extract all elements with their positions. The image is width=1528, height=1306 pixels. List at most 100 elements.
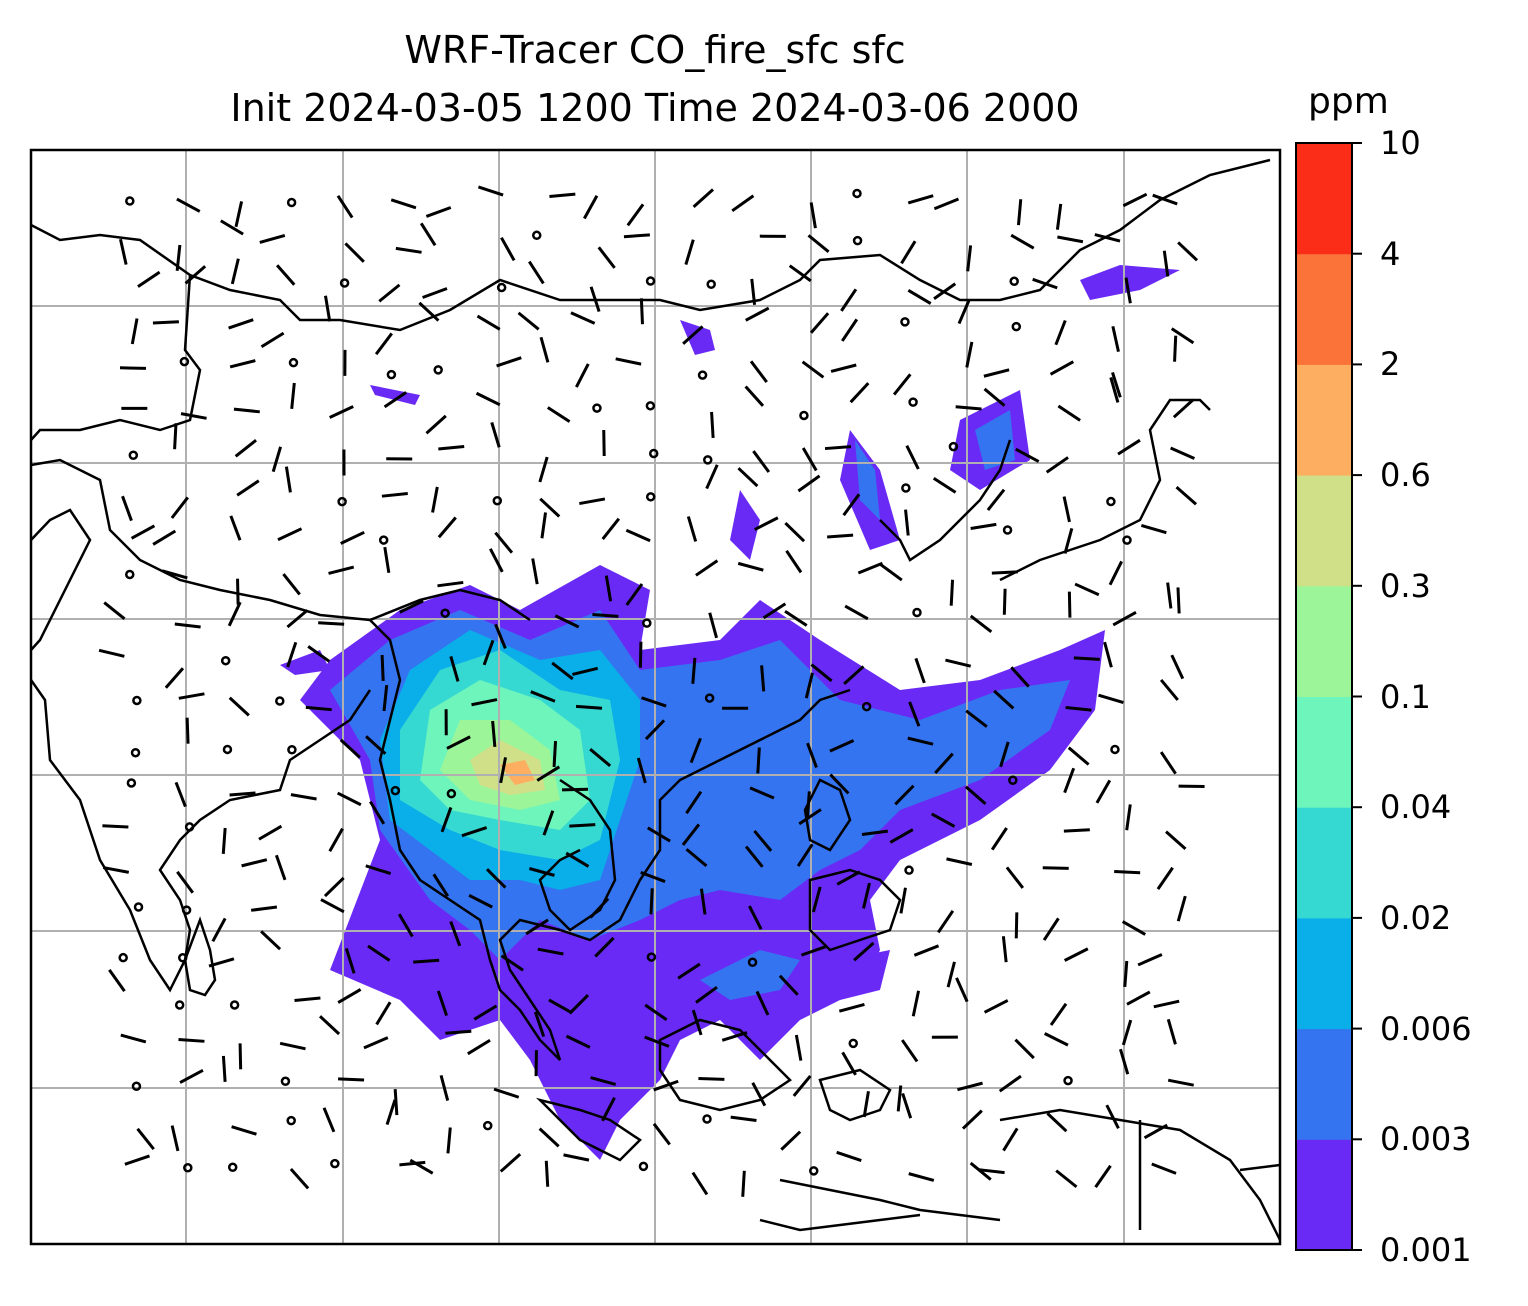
calm-marker — [809, 1166, 819, 1176]
wind-barb — [538, 456, 549, 483]
wind-barb — [1176, 587, 1181, 614]
wind-barb — [425, 206, 452, 218]
plot-title-line2: Init 2024-03-05 1200 Time 2024-03-06 200… — [230, 86, 1080, 130]
wind-barb — [446, 1127, 452, 1154]
wind-barb — [1137, 953, 1163, 967]
wind-barb — [710, 411, 715, 439]
wind-barb — [913, 944, 940, 957]
wind-barb — [841, 318, 859, 342]
wind-barb — [908, 701, 921, 727]
wind-barb — [381, 492, 408, 498]
wind-barb — [824, 445, 852, 451]
wind-barb — [965, 709, 988, 728]
wind-barb — [762, 602, 787, 620]
wind-barb — [380, 654, 385, 682]
wind-barb — [695, 559, 719, 577]
wind-barb — [969, 614, 993, 634]
wind-barb — [229, 515, 242, 541]
calm-marker — [799, 410, 809, 421]
wind-barb — [496, 356, 522, 368]
wind-barb — [691, 657, 697, 684]
calm-marker — [229, 1000, 240, 1010]
wind-barb — [137, 270, 161, 288]
calm-marker — [492, 495, 503, 506]
colorbar-tick-label: 0.02 — [1380, 898, 1452, 937]
wind-barb — [124, 1154, 150, 1166]
wind-barb — [1170, 446, 1196, 460]
colorbar-segment — [1296, 475, 1352, 587]
wind-barb — [1166, 1018, 1177, 1045]
wind-barb — [446, 735, 471, 750]
wind-barb — [385, 1099, 397, 1126]
wind-barb — [1114, 870, 1141, 875]
wind-barb — [625, 583, 644, 606]
wind-barb — [1109, 377, 1120, 403]
wind-barb — [998, 1074, 1022, 1093]
wind-barb — [170, 1125, 180, 1152]
wind-barb — [548, 998, 573, 1014]
wind-barb — [546, 406, 571, 423]
wind-barb — [698, 1076, 725, 1081]
wind-barb — [494, 531, 514, 554]
wind-barb — [289, 1167, 310, 1190]
wind-barb — [499, 757, 507, 784]
wind-barb — [533, 1011, 546, 1038]
calm-marker — [1110, 744, 1120, 755]
wind-barb — [699, 888, 707, 915]
wind-barb — [638, 641, 643, 668]
wind-barb — [756, 747, 761, 774]
wind-barb — [440, 806, 453, 833]
wind-barb — [649, 888, 654, 915]
wind-barb — [175, 244, 182, 271]
wind-barb — [517, 311, 540, 331]
wind-barb — [784, 522, 806, 543]
wind-barb — [857, 561, 884, 575]
wind-barb — [136, 1127, 155, 1151]
wind-barb — [500, 236, 516, 262]
wind-barb — [539, 336, 550, 363]
wind-barb — [1055, 1169, 1078, 1189]
wind-barb — [753, 829, 773, 852]
calm-marker — [1009, 276, 1019, 287]
wind-barb — [231, 1125, 257, 1136]
wind-barb — [1002, 588, 1007, 615]
wind-barb — [966, 245, 973, 272]
wind-barb — [432, 873, 450, 898]
wind-barb — [437, 580, 464, 588]
wind-barb — [1094, 233, 1121, 243]
wind-barb — [1170, 327, 1195, 345]
wind-barb — [258, 824, 283, 841]
wind-barb — [233, 407, 260, 414]
wind-barb — [449, 655, 460, 682]
wind-barb — [425, 414, 447, 435]
wind-barb — [375, 1001, 392, 1026]
wind-barb — [838, 1002, 865, 1013]
wind-barb — [1044, 1032, 1069, 1047]
calm-marker — [133, 902, 144, 912]
wind-barb — [489, 548, 504, 573]
colorbar-segment — [1296, 917, 1352, 1030]
wind-barb — [307, 645, 331, 663]
wind-barb — [438, 445, 465, 451]
wind-barb — [176, 870, 194, 894]
wind-barb — [229, 791, 256, 797]
wind-barb — [554, 614, 580, 629]
wind-barb — [1010, 233, 1035, 250]
calm-marker — [496, 282, 507, 293]
wind-barb — [467, 1038, 491, 1056]
wind-barb — [990, 827, 1008, 851]
calm-marker — [386, 369, 397, 380]
calm-marker — [222, 744, 233, 755]
wind-barb — [957, 1081, 983, 1092]
wind-barb — [164, 667, 185, 689]
wind-barb — [853, 941, 875, 962]
wind-barb — [646, 826, 671, 843]
wind-barb — [544, 1160, 550, 1187]
calm-marker — [645, 401, 656, 411]
wind-barb — [337, 988, 362, 1004]
wind-barb — [899, 887, 907, 914]
wind-barb — [829, 739, 855, 753]
wind-barb — [896, 1085, 903, 1112]
wind-barb — [178, 692, 205, 700]
